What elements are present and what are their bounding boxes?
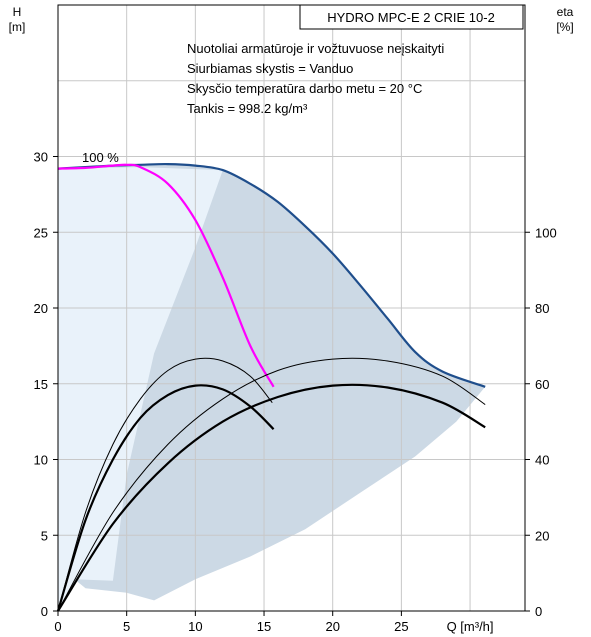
y-left-tick-label: 10 [34,453,48,468]
y-right-axis-unit: [%] [556,20,573,34]
y-right-tick-label: 20 [535,528,549,543]
x-tick-label: 25 [394,619,408,634]
y-left-tick-label: 25 [34,225,48,240]
x-axis-label: Q [m³/h] [447,619,494,634]
efficiency-curve [57,357,486,612]
y-left-tick-label: 5 [41,528,48,543]
efficiency-curve [57,357,273,612]
x-tick-label: 15 [257,619,271,634]
note-line: Skysčio temperatūra darbo metu = 20 °C [187,81,422,96]
speed-annotation: 100 % [82,150,119,165]
y-left-axis-unit: [m] [9,20,26,34]
note-line: Nuotoliai armatūroje ir vožtuvuose neįsk… [187,41,444,56]
max-curve-one-pump [57,163,275,388]
axis-ticks: 0 5 10 15 20 25 Q [m³/h] 0 5 10 15 20 25 30 0 20 40 60 80 1… [34,150,557,635]
y-right-tick-label: 0 [535,604,542,619]
curves [56,162,486,612]
y-right-tick-label: 40 [535,453,549,468]
max-curve-two-pumps [57,162,486,388]
x-tick-label: 10 [188,619,202,634]
single-pump-area [58,167,223,611]
y-left-tick-label: 0 [41,604,48,619]
y-left-tick-label: 30 [34,150,48,165]
note-line: Tankis = 998.2 kg/m³ [187,101,308,116]
efficiency-curve [56,384,275,612]
y-right-tick-label: 80 [535,301,549,316]
x-tick-label: 5 [123,619,130,634]
y-right-axis-label: eta [557,5,574,19]
operating-areas [58,164,486,611]
grid-lines [58,5,525,611]
note-line: Siurbiamas skystis = Vanduo [187,61,353,76]
chart-title: HYDRO MPC-E 2 CRIE 10-2 [327,10,495,25]
x-tick-label: 20 [325,619,339,634]
y-left-tick-label: 20 [34,301,48,316]
y-right-tick-label: 100 [535,225,557,240]
y-right-tick-label: 60 [535,377,549,392]
x-tick-label: 0 [54,619,61,634]
y-left-tick-label: 15 [34,377,48,392]
title-box [299,4,524,30]
y-left-axis-label: H [13,5,22,19]
efficiency-curve [57,383,486,612]
